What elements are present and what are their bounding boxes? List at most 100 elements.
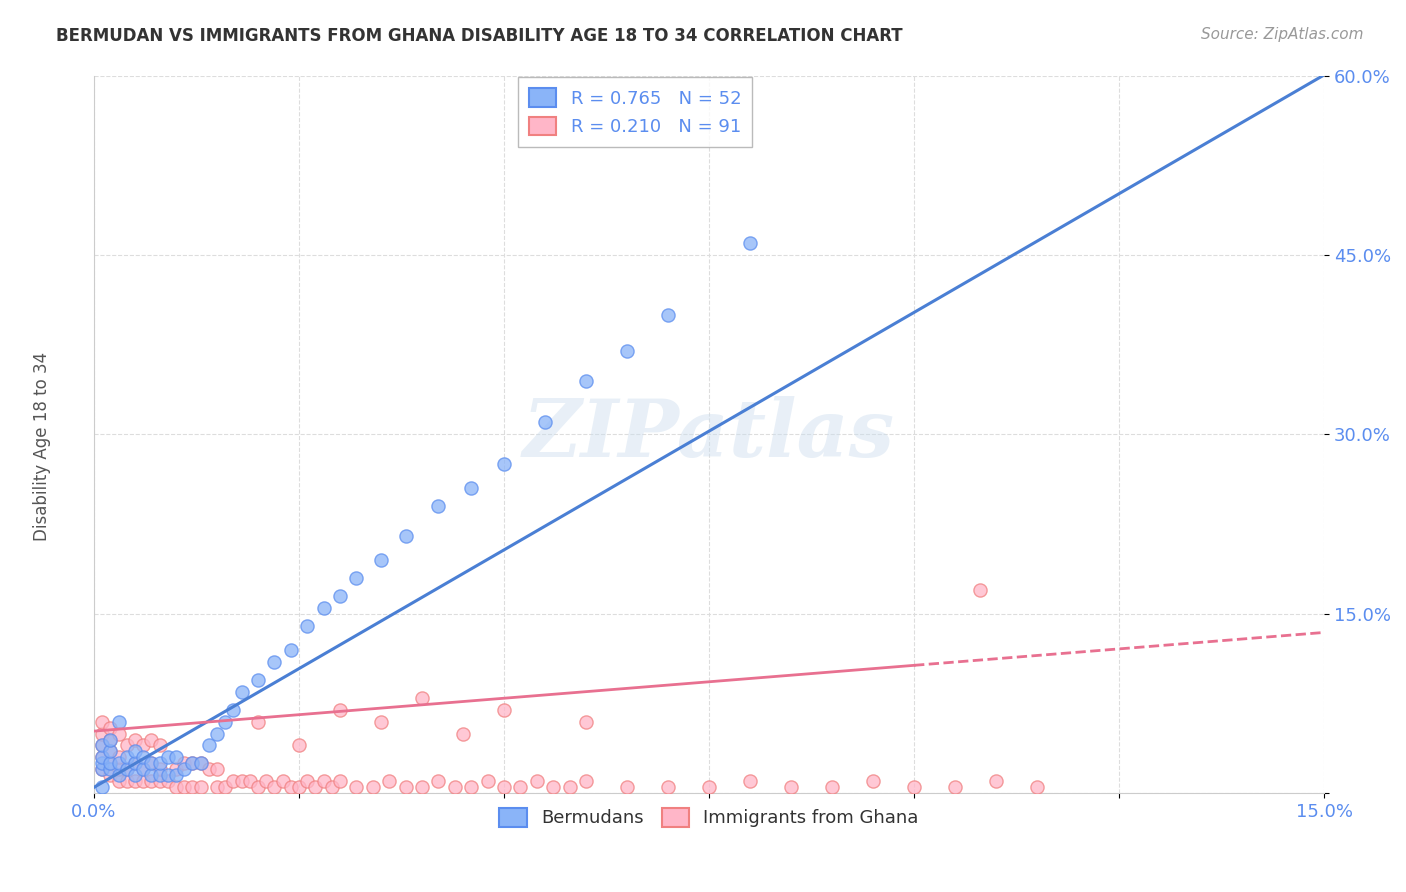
Text: Source: ZipAtlas.com: Source: ZipAtlas.com (1201, 27, 1364, 42)
Point (460, 780, 482, 795)
Point (370, 714, 392, 729)
Point (246, 673, 269, 687)
Point (394, 780, 416, 795)
Point (197, 763, 219, 777)
Point (197, 739, 219, 753)
Point (148, 739, 170, 753)
Point (657, 308, 679, 322)
Point (124, 774, 146, 789)
Point (657, 780, 679, 795)
Point (156, 750, 179, 764)
Point (98, 732, 121, 747)
Point (91, 739, 114, 753)
Point (124, 768, 146, 782)
Point (231, 684, 253, 698)
Point (969, 582, 991, 597)
Point (205, 763, 228, 777)
Point (862, 774, 884, 789)
Point (903, 780, 925, 795)
Point (295, 774, 318, 789)
Point (239, 774, 262, 789)
Point (246, 780, 269, 795)
Point (148, 756, 170, 771)
Point (288, 739, 311, 753)
Point (378, 774, 401, 789)
Point (780, 780, 803, 795)
Point (280, 642, 302, 657)
Point (477, 774, 499, 789)
Point (411, 690, 433, 705)
Point (91, 763, 114, 777)
Point (124, 756, 146, 771)
Point (263, 655, 285, 669)
Point (738, 235, 761, 250)
Point (124, 744, 146, 758)
Text: Disability Age 18 to 34: Disability Age 18 to 34 (34, 351, 51, 541)
Text: BERMUDAN VS IMMIGRANTS FROM GHANA DISABILITY AGE 18 TO 34 CORRELATION CHART: BERMUDAN VS IMMIGRANTS FROM GHANA DISABI… (56, 27, 903, 45)
Point (173, 756, 195, 771)
Point (443, 780, 465, 795)
Point (616, 780, 638, 795)
Point (451, 726, 474, 740)
Point (107, 774, 129, 789)
Point (181, 756, 204, 771)
Point (575, 714, 598, 729)
Point (1026, 780, 1049, 795)
Point (91, 780, 114, 795)
Point (427, 774, 450, 789)
Point (91, 739, 114, 753)
Point (254, 774, 277, 789)
Point (190, 756, 212, 771)
Point (98, 732, 121, 747)
Point (165, 768, 187, 782)
Point (115, 774, 138, 789)
Point (321, 780, 343, 795)
Point (141, 774, 163, 789)
Point (509, 780, 531, 795)
Point (288, 780, 311, 795)
Point (91, 750, 114, 764)
Point (91, 763, 114, 777)
Point (181, 756, 204, 771)
Point (98, 768, 121, 782)
Point (370, 553, 392, 567)
Point (115, 750, 138, 764)
Point (115, 763, 138, 777)
Point (107, 750, 129, 764)
Point (132, 739, 155, 753)
Point (107, 756, 129, 771)
Point (329, 703, 352, 717)
Point (173, 780, 195, 795)
Point (280, 780, 302, 795)
Point (214, 780, 236, 795)
Point (492, 458, 515, 472)
Point (394, 529, 416, 543)
Point (107, 768, 129, 782)
Point (115, 739, 138, 753)
Point (148, 774, 170, 789)
Point (173, 763, 195, 777)
Point (344, 780, 367, 795)
Point (214, 714, 236, 729)
Point (205, 726, 228, 740)
Point (98, 721, 121, 735)
Point (821, 780, 844, 795)
Legend: Bermudans, Immigrants from Ghana: Bermudans, Immigrants from Ghana (492, 801, 925, 835)
Point (98, 756, 121, 771)
Point (165, 750, 187, 764)
Point (344, 571, 367, 585)
Point (181, 780, 204, 795)
Point (616, 343, 638, 358)
Point (98, 744, 121, 758)
Point (271, 774, 294, 789)
Point (190, 780, 212, 795)
Point (304, 780, 326, 795)
Point (222, 703, 245, 717)
Point (246, 714, 269, 729)
Point (156, 768, 179, 782)
Point (165, 763, 187, 777)
Point (107, 714, 129, 729)
Point (91, 750, 114, 764)
Point (165, 780, 187, 795)
Point (411, 780, 433, 795)
